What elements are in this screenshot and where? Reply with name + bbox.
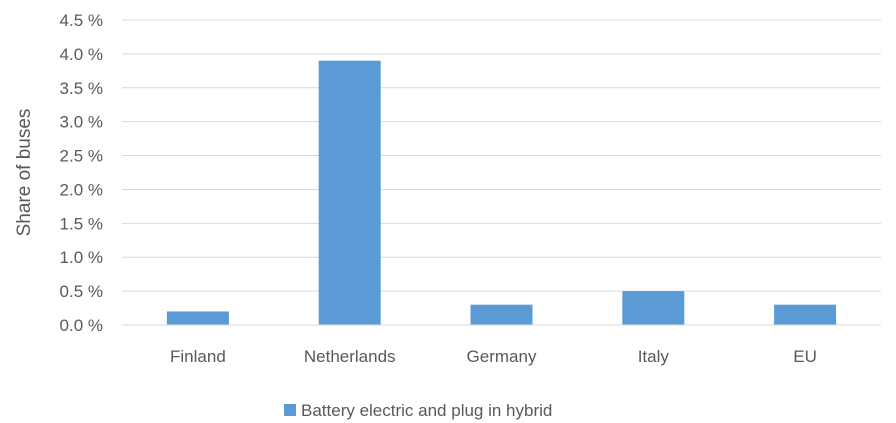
y-tick-label: 4.5 %: [60, 11, 103, 30]
x-tick-label: Finland: [170, 347, 226, 366]
x-tick-label: Germany: [467, 347, 537, 366]
x-tick-label: Netherlands: [304, 347, 396, 366]
legend: Battery electric and plug in hybrid: [284, 401, 552, 420]
x-tick-label: Italy: [638, 347, 670, 366]
bar-eu: [774, 304, 837, 325]
y-axis-title: Share of buses: [14, 109, 35, 237]
y-tick-label: 3.0 %: [60, 113, 103, 132]
x-tick-label: EU: [793, 347, 817, 366]
x-axis-category-labels: Finland Netherlands Germany Italy EU: [170, 347, 817, 366]
legend-label: Battery electric and plug in hybrid: [301, 401, 552, 420]
y-tick-label: 0.0 %: [60, 316, 103, 335]
y-tick-label: 0.5 %: [60, 282, 103, 301]
y-tick-label: 3.5 %: [60, 79, 103, 98]
bar-italy: [622, 291, 685, 325]
y-tick-label: 2.0 %: [60, 180, 103, 199]
bar-germany: [470, 304, 533, 325]
gridlines: [122, 19, 881, 292]
y-tick-label: 1.5 %: [60, 214, 103, 233]
y-tick-label: 2.5 %: [60, 147, 103, 166]
y-axis-tick-labels: 0.0 % 0.5 % 1.0 % 1.5 % 2.0 % 2.5 % 3.0 % 3.5 %…: [60, 11, 103, 335]
legend-swatch: [284, 404, 296, 416]
bars: [166, 60, 837, 326]
bar-finland: [166, 311, 229, 325]
y-tick-label: 1.0 %: [60, 248, 103, 267]
y-tick-label: 4.0 %: [60, 45, 103, 64]
bar-netherlands: [318, 60, 381, 326]
